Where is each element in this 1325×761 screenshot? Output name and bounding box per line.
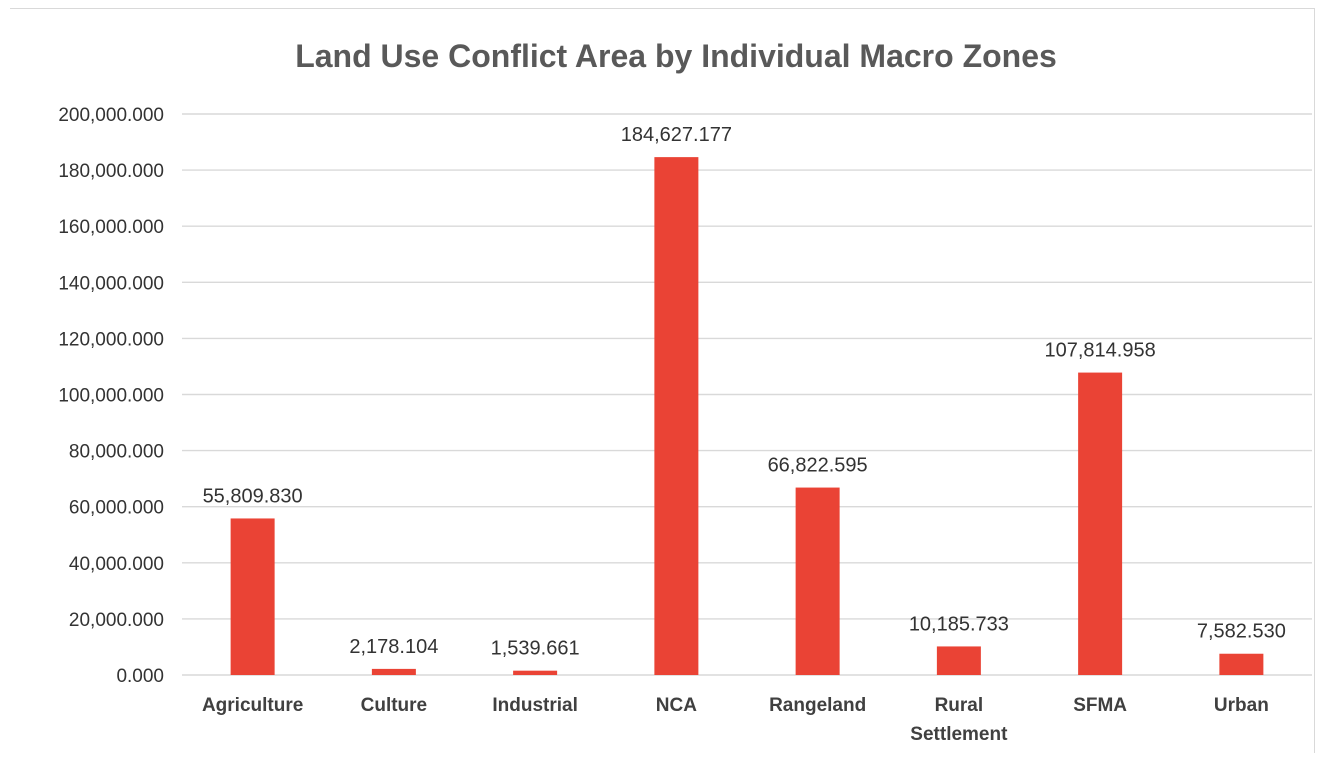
y-axis-ticks: 0.000 20,000.000 40,000.000 60,000.000 80,00… [58, 105, 164, 687]
y-tick-label: 100,000.000 [58, 386, 164, 407]
data-label: 2,178.104 [349, 636, 438, 658]
data-label: 10,185.733 [909, 613, 1009, 635]
x-axis-ticks: Agriculture Culture Industrial NCA Rangeland… [202, 695, 1269, 745]
bar [654, 157, 699, 675]
bar [513, 670, 558, 675]
data-label: 7,582.530 [1197, 621, 1286, 643]
x-tick-label: Urban [1214, 695, 1269, 716]
data-label: 55,809.830 [203, 485, 303, 507]
gridlines [182, 113, 1312, 676]
x-tick-label: Settlement [910, 724, 1008, 745]
bar [230, 518, 275, 675]
x-tick-label: Rangeland [769, 695, 866, 716]
bar [1078, 372, 1123, 675]
data-label: 184,627.177 [621, 124, 732, 146]
data-label: 1,539.661 [491, 638, 580, 660]
x-tick-label: NCA [656, 695, 697, 716]
x-tick-label: Agriculture [202, 695, 303, 716]
bar [1219, 653, 1264, 675]
data-label: 107,814.958 [1045, 340, 1156, 362]
y-tick-label: 200,000.000 [58, 105, 164, 126]
y-tick-label: 80,000.000 [69, 442, 164, 463]
chart-frame [10, 8, 1315, 753]
y-tick-label: 0.000 [116, 666, 164, 687]
y-tick-label: 20,000.000 [69, 610, 164, 631]
bar [936, 646, 981, 675]
chart-title: Land Use Conflict Area by Individual Mac… [295, 38, 1057, 74]
x-tick-label: Industrial [492, 695, 578, 716]
data-labels: 55,809.830 2,178.104 1,539.661 184,627.177 6… [203, 124, 1286, 660]
y-tick-label: 120,000.000 [58, 329, 164, 350]
x-tick-label: SFMA [1073, 695, 1127, 716]
data-label: 66,822.595 [768, 455, 868, 477]
bar [371, 668, 416, 675]
y-tick-label: 140,000.000 [58, 273, 164, 294]
x-tick-label: Rural [935, 695, 984, 716]
y-tick-label: 40,000.000 [69, 554, 164, 575]
y-tick-label: 60,000.000 [69, 498, 164, 519]
bar [795, 487, 840, 675]
bars [230, 157, 1264, 675]
y-tick-label: 160,000.000 [58, 217, 164, 238]
y-tick-label: 180,000.000 [58, 161, 164, 182]
x-tick-label: Culture [361, 695, 428, 716]
